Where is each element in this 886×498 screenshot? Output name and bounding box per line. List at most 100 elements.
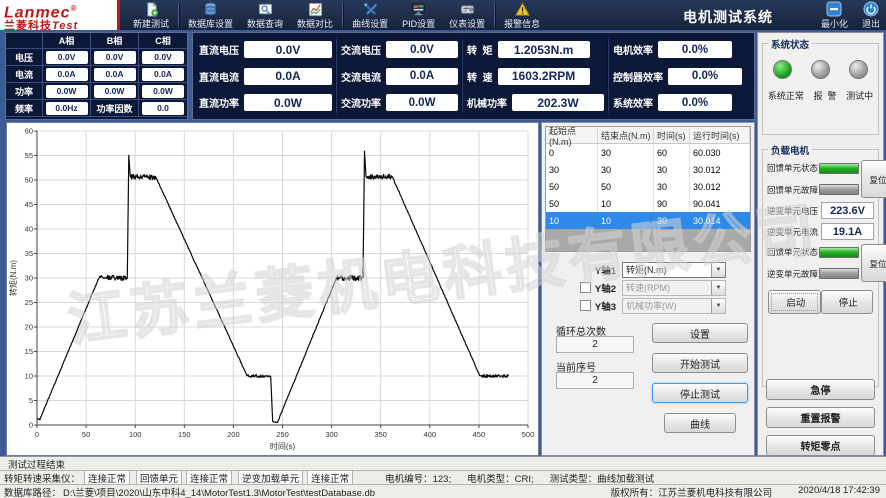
emergency-stop-button[interactable]: 急停 [766, 379, 875, 400]
meas-label: 交流电压 [341, 46, 381, 57]
phase-col-header: A相 [43, 33, 91, 49]
svg-text:500: 500 [522, 430, 535, 439]
status-led-labels: 系统正常报 警测试中 [763, 89, 878, 102]
toolbar-label: 报警信息 [504, 18, 541, 29]
minimize-button[interactable]: 最小化 [821, 1, 848, 30]
meas-row: 直流电压 0.0V [199, 41, 332, 58]
seq-cell: 30 [654, 161, 690, 178]
svg-text:时间(s): 时间(s) [270, 441, 296, 451]
axis-checkbox[interactable] [579, 282, 591, 293]
axis-dropdown-1[interactable]: 转矩(N.m) ▼ [622, 261, 726, 278]
toolbar-meter-settings[interactable]: 仪表设置 [442, 0, 492, 30]
toolbar-pid-settings[interactable]: PID设置 [395, 0, 442, 30]
phase-cell: 0.0 [139, 100, 187, 117]
meas-value: 1.2053N.m [497, 41, 590, 58]
toolbar-label: 数据库设置 [188, 18, 234, 29]
toolbar-new-test[interactable]: 新建测试 [126, 0, 176, 30]
stop-button[interactable]: 停止 [820, 290, 873, 314]
datetime-text: 2020/4/18 17:42:39 [798, 484, 880, 496]
axis-dropdown-3[interactable]: 机械功率(W) ▼ [622, 297, 726, 314]
start-test-button[interactable]: 开始测试 [652, 353, 748, 373]
svg-text:25: 25 [25, 298, 33, 307]
phase-row-label: 电压 [6, 49, 43, 66]
meas-group-ac: 交流电压 0.0V 交流电流 0.0A 交流功率 0.0W [336, 39, 462, 113]
toolbar-data-query[interactable]: 数据查询 [240, 0, 290, 30]
axis-checkbox[interactable] [579, 300, 591, 311]
path-status-bar: 数据库路径： D:\兰菱\项目\2020\山东中科4_14\MotorTest1… [0, 484, 886, 498]
toolbar-separator [342, 3, 344, 27]
svg-text:100: 100 [129, 430, 142, 439]
seq-cell: 30 [654, 212, 690, 229]
torque-curve-plot: 0 5 10 15 20 25 30 35 40 45 50 55 60 0 50 100 150 200 250 3… [8, 127, 535, 452]
cycle-total-value[interactable]: 2 [556, 336, 634, 353]
reset-label: 复位 [869, 258, 886, 269]
phase-value: 0.0W [142, 84, 184, 98]
svg-text:45: 45 [25, 200, 33, 209]
meas-row: 交流功率 0.0W [341, 94, 458, 111]
svg-text:400: 400 [424, 430, 437, 439]
toolbar-label: 新建测试 [133, 18, 170, 29]
chevron-down-icon: ▼ [711, 298, 725, 313]
start-label: 启动 [786, 298, 806, 309]
toolbar-curve-settings[interactable]: 曲线设置 [345, 0, 395, 30]
reset-alarm-button[interactable]: 重置报警 [766, 407, 875, 428]
setup-button[interactable]: 设置 [652, 323, 748, 343]
new-doc-icon [144, 1, 159, 17]
axis-dropdown-2[interactable]: 转速(RPM) ▼ [622, 279, 726, 296]
svg-text:450: 450 [473, 430, 486, 439]
phase-cell: 0.0V [91, 49, 139, 66]
axis-row-3: Y轴3 机械功率(W) ▼ [548, 297, 750, 314]
indicator-bar [819, 162, 859, 174]
phase-cell: 0.0V [139, 49, 187, 66]
feedback-indicator-group: 回馈单元状态 复位 逆变单元故障 [767, 244, 886, 282]
stop-label: 停止 [838, 298, 858, 309]
phase-value: 0.0V [45, 50, 88, 64]
meas-label: 转 矩 [467, 46, 493, 57]
indicator-label: 回馈单元状态 [767, 247, 819, 258]
status-led-label: 测试中 [846, 91, 874, 101]
db-path-label: 数据库路径： [4, 487, 62, 498]
status-text: 测试类型：曲线加载测试 [549, 473, 655, 485]
reset-button[interactable]: 复位 [861, 244, 886, 282]
phase-col-header: C相 [139, 33, 187, 49]
axis-label-cluster: Y轴2 [548, 281, 616, 295]
chevron-down-icon: ▼ [711, 280, 725, 295]
phase-cell: 0.0A [139, 66, 187, 83]
toolbar-alarm-info[interactable]: 报警信息 [497, 0, 547, 30]
seq-cell: 10 [598, 212, 654, 229]
stop-test-button[interactable]: 停止测试 [652, 383, 748, 403]
sequence-row[interactable]: 10 10 30 30.014 [546, 212, 750, 229]
power-icon [863, 1, 879, 17]
curve-button[interactable]: 曲线 [664, 413, 736, 433]
seq-header-cell: 运行时间(s) [690, 127, 750, 143]
sequence-row[interactable]: 0 30 60 60.030 [546, 144, 750, 161]
exit-button[interactable]: 退出 [862, 1, 880, 30]
meas-row: 转 矩 1.2053N.m [467, 41, 604, 58]
svg-text:60: 60 [25, 127, 33, 136]
indicator-bar [819, 268, 859, 280]
instrument-icon [460, 2, 475, 17]
svg-text:0: 0 [35, 430, 39, 439]
start-button[interactable]: 启动 [768, 290, 821, 314]
phase-cell: 0.0A [91, 66, 139, 83]
sequence-row[interactable]: 50 10 90 90.041 [546, 195, 750, 212]
phase-row-label: 功率 [6, 83, 43, 100]
meas-value: 0.0W [386, 94, 458, 111]
seq-cell: 0 [546, 144, 598, 161]
sequence-row[interactable]: 50 50 30 30.012 [546, 178, 750, 195]
svg-text:0: 0 [29, 421, 33, 430]
phase-value: 0.0A [93, 67, 136, 81]
toolbar-db-settings[interactable]: 数据库设置 [181, 0, 240, 30]
toolbar-data-compare[interactable]: 数据对比 [290, 0, 340, 30]
phase-cell: 0.0Hz [43, 100, 91, 117]
meas-row: 交流电压 0.0V [341, 41, 458, 58]
meas-label: 直流功率 [199, 99, 239, 110]
cycle-current-value[interactable]: 2 [556, 372, 634, 389]
reset-button[interactable]: 复位 [861, 160, 886, 198]
seq-cell: 30 [598, 144, 654, 161]
torque-zero-button[interactable]: 转矩零点 [766, 435, 875, 456]
status-text: 电机类型：CRI; [467, 473, 534, 485]
meas-row: 机械功率 202.3W [467, 94, 604, 111]
sequence-row[interactable]: 30 30 30 30.012 [546, 161, 750, 178]
phase-value: 0.0A [45, 67, 88, 81]
